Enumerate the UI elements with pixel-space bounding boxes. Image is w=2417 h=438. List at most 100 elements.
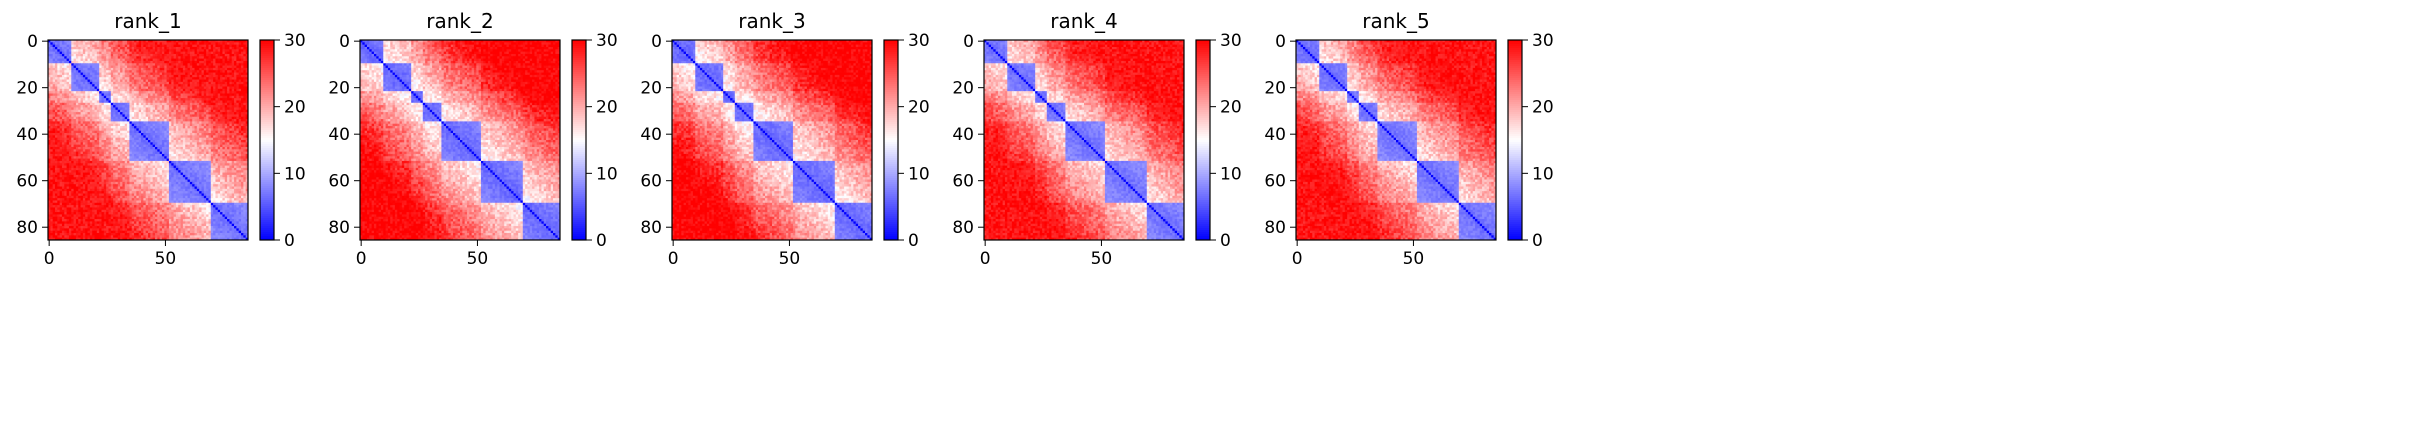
heatmap-cell: [210, 81, 214, 85]
heatmap-cell: [101, 49, 105, 53]
heatmap-cell: [180, 116, 184, 120]
heatmap-cell: [187, 98, 191, 101]
heatmap-cell: [124, 126, 128, 129]
heatmap-cell: [68, 123, 72, 127]
heatmap-cell: [236, 40, 240, 43]
heatmap-cell: [131, 95, 135, 99]
heatmap-cell: [164, 49, 168, 53]
heatmap-cell: [203, 42, 207, 46]
heatmap-cell: [82, 126, 86, 129]
heatmap-cell: [66, 165, 70, 169]
heatmap-cell: [222, 86, 226, 90]
heatmap-cell: [73, 144, 77, 148]
heatmap-cell: [78, 114, 81, 118]
heatmap-cell: [194, 123, 198, 127]
heatmap-cell: [168, 74, 172, 78]
heatmap-cell: [73, 95, 77, 99]
heatmap-cell: [92, 102, 95, 106]
heatmap-cell: [61, 46, 65, 50]
heatmap-cell: [173, 40, 177, 43]
heatmap-cell: [189, 49, 193, 53]
heatmap-cell: [175, 74, 179, 78]
heatmap-cell: [103, 149, 107, 153]
heatmap-cell: [122, 63, 126, 66]
heatmap-cell: [166, 60, 170, 64]
heatmap-cell: [210, 109, 214, 113]
heatmap-cell: [234, 116, 237, 120]
heatmap-cell: [122, 95, 126, 99]
heatmap-cell: [120, 105, 123, 108]
heatmap-cell: [75, 93, 79, 97]
heatmap-cell: [168, 70, 172, 73]
heatmap-cell: [159, 114, 163, 118]
heatmap-cell: [175, 60, 179, 64]
heatmap-cell: [231, 121, 235, 125]
heatmap-cell: [138, 46, 142, 50]
heatmap-cell: [187, 51, 191, 55]
heatmap-cell: [231, 153, 235, 157]
heatmap-cell: [173, 56, 177, 60]
heatmap-cell: [194, 149, 198, 153]
heatmap-cell: [180, 86, 184, 90]
heatmap-cell: [66, 128, 70, 132]
heatmap-cell: [154, 79, 158, 83]
heatmap-cell: [99, 109, 102, 113]
heatmap-cell: [222, 42, 226, 46]
heatmap-cell: [129, 58, 133, 62]
heatmap-cell: [94, 79, 98, 83]
heatmap-cell: [152, 160, 156, 164]
heatmap-cell: [110, 58, 114, 62]
heatmap-cell: [224, 137, 228, 141]
heatmap-cell: [50, 128, 54, 132]
heatmap-cell: [113, 56, 116, 60]
heatmap-cell: [168, 144, 172, 148]
heatmap-cell: [136, 100, 140, 104]
heatmap-cell: [129, 49, 133, 53]
heatmap-cell: [192, 121, 195, 125]
heatmap-cell: [189, 133, 193, 136]
heatmap-cell: [159, 40, 163, 43]
heatmap-cell: [166, 105, 170, 108]
heatmap-cell: [129, 130, 133, 134]
heatmap-cell: [103, 158, 107, 162]
heatmap-cell: [231, 105, 235, 108]
heatmap-cell: [215, 58, 219, 62]
heatmap-cell: [89, 114, 93, 118]
heatmap-cell: [96, 74, 100, 78]
heatmap-cell: [48, 126, 51, 129]
heatmap-cell: [187, 102, 191, 106]
heatmap-cell: [187, 88, 191, 92]
heatmap-cell: [64, 133, 68, 136]
heatmap-cell: [245, 74, 249, 78]
heatmap-cell: [71, 58, 74, 62]
heatmap-cell: [138, 128, 142, 132]
heatmap-cell: [85, 112, 88, 115]
heatmap-cell: [215, 53, 219, 57]
heatmap-cell: [138, 102, 142, 106]
heatmap-cell: [59, 105, 63, 108]
heatmap-cell: [206, 70, 209, 73]
heatmap-cell: [180, 60, 184, 64]
heatmap-cell: [89, 160, 93, 164]
heatmap-cell: [48, 88, 51, 92]
heatmap-cell: [89, 98, 93, 101]
heatmap-cell: [208, 100, 212, 104]
heatmap-cell: [50, 91, 54, 94]
heatmap-cell: [175, 84, 179, 87]
heatmap-cell: [182, 81, 186, 85]
heatmap-cell: [206, 60, 209, 64]
heatmap-cell: [206, 46, 209, 50]
heatmap-cell: [196, 98, 200, 101]
heatmap-cell: [82, 123, 86, 127]
heatmap-cell: [217, 51, 221, 55]
heatmap-cell: [113, 40, 116, 43]
heatmap-cell: [59, 53, 63, 57]
heatmap-cell: [187, 74, 191, 78]
heatmap-cell: [154, 51, 158, 55]
heatmap-cell: [243, 95, 247, 99]
heatmap-cell: [131, 81, 135, 85]
heatmap-cell: [134, 105, 137, 108]
heatmap-cell: [166, 149, 170, 153]
heatmap-cell: [117, 46, 121, 50]
heatmap-cell: [182, 107, 186, 111]
